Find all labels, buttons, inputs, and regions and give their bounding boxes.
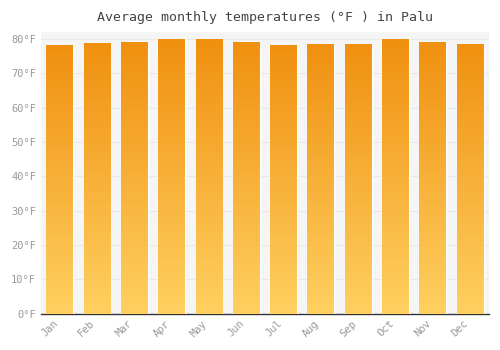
Bar bbox=[196, 39, 222, 314]
Bar bbox=[345, 44, 372, 314]
Bar bbox=[420, 42, 446, 314]
Bar bbox=[382, 39, 409, 314]
Bar bbox=[233, 42, 260, 314]
Bar bbox=[308, 44, 334, 314]
Title: Average monthly temperatures (°F ) in Palu: Average monthly temperatures (°F ) in Pa… bbox=[97, 11, 433, 24]
Bar bbox=[46, 46, 73, 314]
Bar bbox=[457, 44, 483, 314]
Bar bbox=[158, 39, 185, 314]
Bar bbox=[121, 42, 148, 314]
Bar bbox=[84, 43, 110, 314]
Bar bbox=[270, 46, 297, 314]
